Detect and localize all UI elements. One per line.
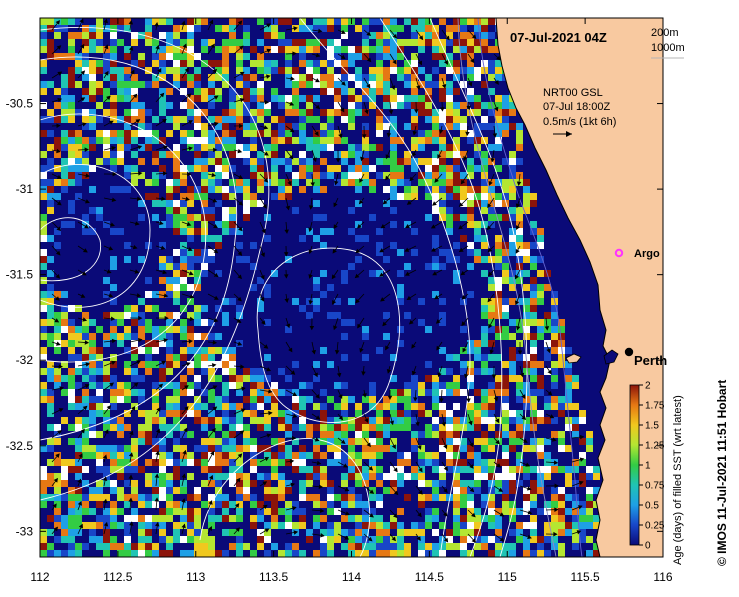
y-tick-label: -32.5 [6,439,34,453]
colorbar-tick-label: 1.25 [645,441,665,452]
y-tick-label: -33 [16,524,34,538]
colorbar-tick-label: 0.5 [645,501,659,512]
x-tick-label: 115 [498,570,517,584]
date-label: 07-Jul-2021 04Z [510,30,607,45]
x-tick-label: 113 [186,570,205,584]
current-time-label: 07-Jul 18:00Z [543,101,611,113]
perth-label: Perth [634,353,667,368]
colorbar-tick-label: 1 [645,461,651,472]
colorbar-tick-label: 1.5 [645,421,659,432]
colorbar-tick-label: 1.75 [645,401,665,412]
depth-key-200m: 200m [651,27,679,39]
colorbar-tick-label: 2 [645,381,651,392]
depth-key-1000m: 1000m [651,42,685,54]
y-tick-label: -31.5 [6,268,34,282]
credit-text: © IMOS 11-Jul-2021 11:51 Hobart [715,380,729,566]
current-source-label: NRT00 GSL [543,87,603,99]
x-tick-label: 113.5 [259,570,288,584]
x-tick-label: 115.5 [571,570,600,584]
y-tick-label: -30.5 [6,97,34,111]
colorbar-title: Age (days) of filled SST (wrt latest) [672,395,684,565]
colorbar-tick-label: 0.25 [645,521,665,532]
y-tick-label: -31 [16,182,34,196]
colorbar-tick-label: 0.75 [645,481,665,492]
colorbar [630,385,639,545]
colorbar-tick-label: 0 [645,541,651,552]
perth-marker [625,348,633,356]
current-scale-label: 0.5m/s (1kt 6h) [543,116,616,128]
x-tick-label: 112 [30,570,49,584]
y-tick-label: -32 [16,353,34,367]
x-tick-label: 114.5 [415,570,444,584]
x-tick-label: 116 [653,570,672,584]
x-tick-label: 114 [342,570,361,584]
x-tick-label: 112.5 [103,570,132,584]
argo-label: Argo [634,248,660,260]
